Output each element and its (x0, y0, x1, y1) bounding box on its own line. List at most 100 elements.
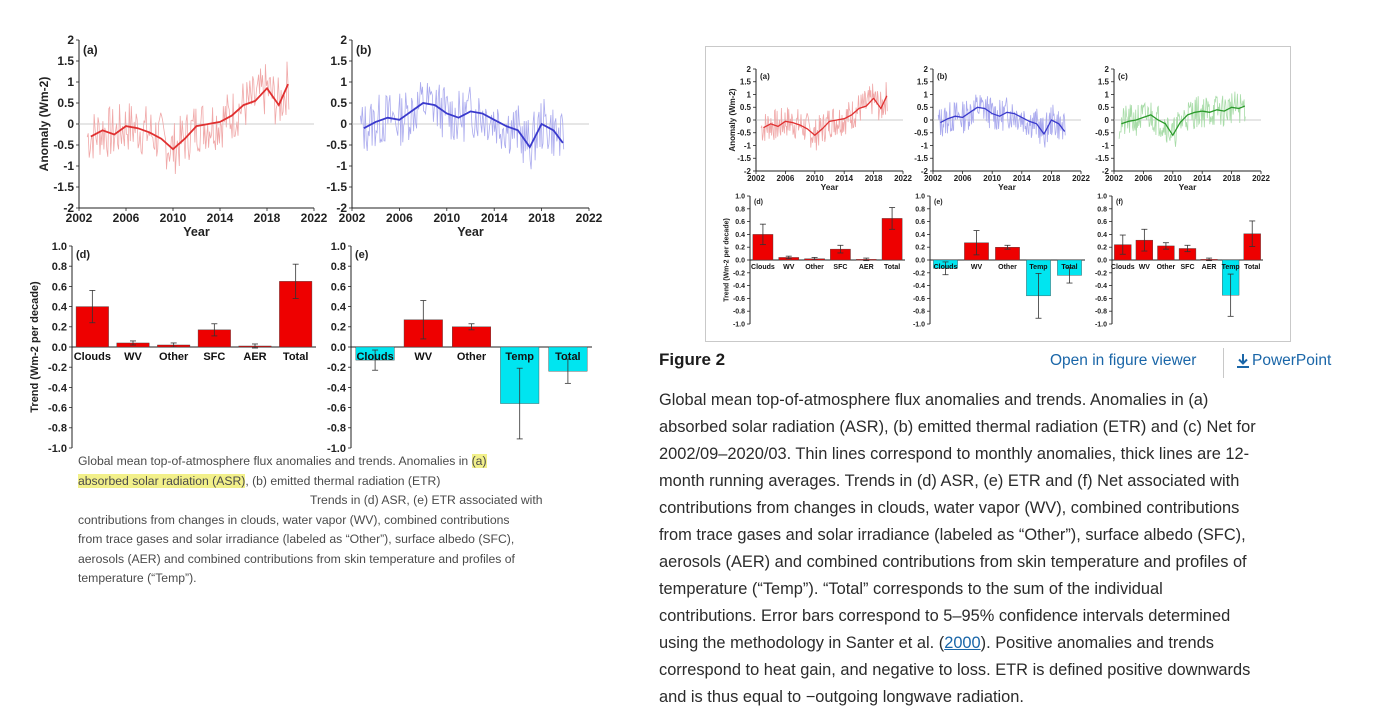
y-tick-label: 0.0 (1097, 257, 1107, 264)
y-tick-label: -0.4 (1095, 283, 1107, 290)
y-tick-label: -0.5 (53, 138, 74, 152)
y-tick-label: -0.2 (1095, 270, 1107, 277)
category-label: Clouds (74, 351, 111, 363)
category-label: WV (124, 351, 142, 363)
y-tick-label: 0.4 (52, 301, 68, 313)
monthly-anomaly-line (86, 61, 290, 175)
category-label: WV (971, 264, 983, 271)
figure-caption: Global mean top-of-atmosphere flux anoma… (659, 387, 1349, 711)
y-tick-label: -0.2 (913, 270, 925, 277)
x-tick-label: 2018 (1043, 174, 1061, 183)
running-mean-line (363, 102, 564, 149)
y-tick-label: 1 (924, 90, 929, 99)
figure-thumbnail-frame[interactable] (705, 46, 1291, 342)
y-tick-label: 0.8 (915, 206, 925, 213)
caption-text: Trends in (d) ASR, (e) ETR associated wi… (310, 493, 543, 507)
y-tick-label: 1.0 (52, 241, 67, 253)
link-divider (1223, 348, 1224, 378)
y-tick-label: 0.8 (52, 261, 67, 273)
y-tick-label: 0.2 (915, 245, 925, 252)
y-tick-label: 1 (340, 75, 347, 89)
x-tick-label: 2018 (865, 174, 883, 183)
y-tick-label: 0.4 (331, 301, 347, 313)
reference-link[interactable]: 2000 (944, 634, 981, 652)
y-tick-label: 2 (747, 65, 752, 74)
category-label: Clouds (1111, 264, 1135, 271)
y-tick-label: 1.0 (1097, 193, 1107, 200)
category-label: Other (805, 264, 824, 271)
caption-text: temperature (“Temp”). (78, 571, 197, 585)
y-tick-label: 2 (340, 33, 347, 47)
y-tick-label: 0.2 (1097, 245, 1107, 252)
x-tick-label: 2014 (1013, 174, 1031, 183)
y-tick-label: 0.0 (52, 342, 67, 354)
y-tick-label: 1 (67, 75, 74, 89)
y-tick-label: 0.4 (735, 232, 745, 239)
y-tick-label: -1.0 (327, 443, 346, 455)
y-tick-label: 1.5 (1098, 78, 1110, 87)
running-mean-line (763, 95, 888, 137)
x-tick-label: 2002 (747, 174, 765, 183)
y-tick-label: 0.5 (330, 96, 347, 110)
caption-line: from trace gases and solar irradiance (l… (659, 526, 1246, 544)
y-tick-label: -0.4 (913, 283, 925, 290)
y-tick-label: -2 (921, 167, 929, 176)
caption-text: using the methodology in Santer et al. ( (659, 634, 945, 652)
y-tick-label: 0 (924, 116, 929, 125)
highlighted-text: absorbed solar radiation (ASR) (78, 473, 246, 488)
x-tick-label: 2010 (806, 174, 824, 183)
panel-label: (b) (937, 72, 948, 81)
y-tick-label: 2 (67, 33, 74, 47)
monthly-anomaly-line (1118, 91, 1246, 147)
category-label: SFC (203, 351, 225, 363)
y-tick-label: 0.6 (331, 281, 346, 293)
x-axis-label: Year (998, 182, 1016, 192)
x-tick-label: 2010 (983, 174, 1001, 183)
panel-label: (a) (83, 43, 98, 57)
y-tick-label: -1.5 (737, 154, 751, 163)
y-tick-label: 0 (340, 117, 347, 131)
caption-line: correspond to heat gain, and negative to… (659, 661, 1251, 679)
y-tick-label: 0.6 (1097, 219, 1107, 226)
y-tick-label: -2 (744, 167, 752, 176)
category-label: Total (555, 351, 580, 363)
y-tick-label: 2 (924, 65, 929, 74)
y-tick-label: -0.2 (733, 270, 745, 277)
y-tick-label: 0.0 (915, 257, 925, 264)
y-tick-label: -0.8 (327, 423, 346, 435)
panel-label: (e) (934, 199, 943, 206)
y-tick-label: 1.5 (917, 78, 929, 87)
y-tick-label: 1.5 (330, 54, 347, 68)
y-tick-label: 1.5 (57, 54, 74, 68)
y-tick-label: -0.4 (48, 382, 68, 394)
x-axis-label: Year (821, 182, 839, 192)
y-tick-label: -0.5 (914, 129, 928, 138)
y-tick-label: -1 (1102, 141, 1110, 150)
y-tick-label: 1.0 (331, 241, 346, 253)
category-label: Clouds (356, 351, 393, 363)
powerpoint-link[interactable]: PowerPoint (1236, 352, 1331, 370)
panel-label: (c) (1118, 72, 1128, 81)
y-tick-label: 0.5 (740, 103, 752, 112)
y-tick-label: -0.8 (913, 309, 925, 316)
category-label: Other (998, 264, 1017, 271)
y-tick-label: -1.0 (913, 321, 925, 328)
x-tick-label: 2002 (924, 174, 942, 183)
category-label: Total (1244, 264, 1260, 271)
x-tick-label: 2018 (528, 211, 555, 225)
caption-line: absorbed solar radiation (ASR), (b) emit… (659, 418, 1256, 436)
y-tick-label: -0.6 (48, 402, 67, 414)
x-tick-label: 2018 (254, 211, 281, 225)
x-axis-label: Year (457, 225, 484, 239)
download-icon (1236, 353, 1250, 369)
x-tick-label: 2014 (835, 174, 853, 183)
y-tick-label: -1 (63, 159, 74, 173)
y-tick-label: -0.2 (327, 362, 346, 374)
y-tick-label: -0.5 (1095, 129, 1109, 138)
y-axis-label: Anomaly (Wm-2) (37, 77, 51, 172)
x-tick-label: 2006 (386, 211, 413, 225)
y-tick-label: 1.5 (740, 78, 752, 87)
open-figure-viewer-link[interactable]: Open in figure viewer (1050, 352, 1197, 369)
